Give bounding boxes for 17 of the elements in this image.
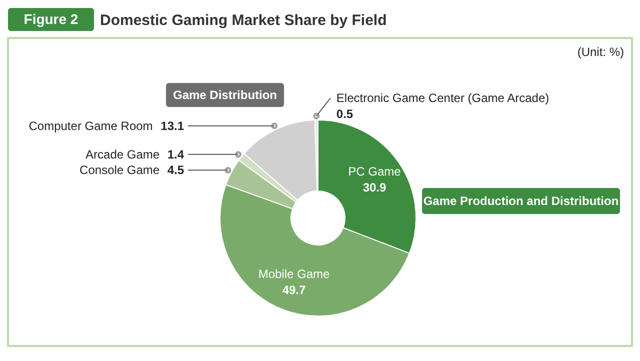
- slice-label: Console Game: [80, 163, 160, 178]
- data-label: 49.7: [282, 283, 306, 298]
- chart-title: Domestic Gaming Market Share by Field: [100, 12, 387, 29]
- slice-label: PC Game: [348, 164, 402, 178]
- data-label: 30.9: [362, 180, 386, 194]
- data-label: 13.1: [160, 118, 184, 133]
- text: Game Production and Distribution: [423, 194, 619, 208]
- text: Game Distribution: [172, 88, 278, 102]
- slice-label: Arcade Game: [86, 147, 160, 162]
- data-label: 0.5: [336, 107, 354, 122]
- slice-label: Computer Game Room: [28, 118, 153, 133]
- slice-label: Mobile Game: [258, 267, 330, 282]
- caption: Figure 2: [24, 11, 78, 27]
- data-label: 1.4: [167, 147, 184, 162]
- text: (Unit: %): [577, 45, 624, 59]
- slice-label: Electronic Game Center (Game Arcade): [336, 91, 550, 106]
- data-label: 4.5: [167, 163, 184, 178]
